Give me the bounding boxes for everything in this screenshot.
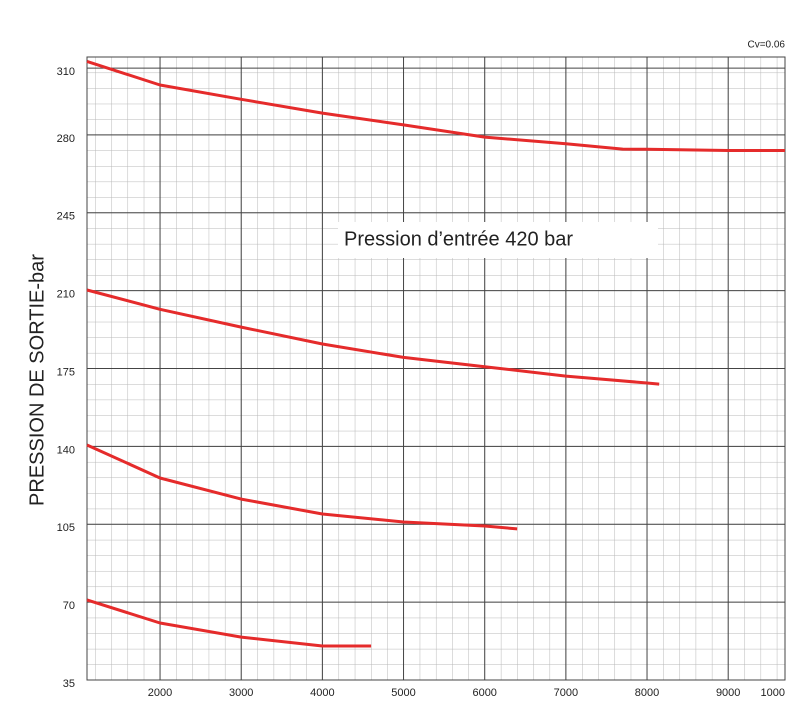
annotation: Pression d’entrée 420 bar bbox=[344, 228, 573, 250]
note: Cv=0.06 bbox=[747, 40, 785, 51]
series-line bbox=[86, 288, 660, 386]
y-tick-label: 140 bbox=[57, 444, 75, 456]
series-layer bbox=[86, 59, 785, 648]
annotation-bg bbox=[338, 222, 658, 258]
x-tick-label: 1000 bbox=[761, 687, 785, 699]
x-tick-label: 5000 bbox=[391, 687, 415, 699]
series-line bbox=[86, 443, 518, 531]
y-tick-label: 280 bbox=[57, 133, 75, 145]
x-tick-label: 8000 bbox=[635, 687, 659, 699]
y-tick-label: 35 bbox=[63, 678, 75, 690]
y-tick-label: 245 bbox=[57, 211, 75, 223]
y-tick-label: 175 bbox=[57, 366, 75, 378]
x-tick-label: 9000 bbox=[716, 687, 740, 699]
y-tick-label: 70 bbox=[63, 600, 75, 612]
y-tick-label: 310 bbox=[57, 66, 75, 78]
y-tick-label: 105 bbox=[57, 522, 75, 534]
x-tick-label: 3000 bbox=[229, 687, 253, 699]
y-tick-label: 210 bbox=[57, 289, 75, 301]
plot-frame bbox=[86, 56, 786, 681]
series-line bbox=[86, 59, 785, 152]
x-tick-label: 6000 bbox=[472, 687, 496, 699]
x-tick-label: 4000 bbox=[310, 687, 334, 699]
x-tick-label: 2000 bbox=[148, 687, 172, 699]
x-tick-label: 7000 bbox=[554, 687, 578, 699]
series-line bbox=[86, 598, 372, 648]
y-axis-label: PRESSION DE SORTIE-bar bbox=[26, 254, 48, 506]
